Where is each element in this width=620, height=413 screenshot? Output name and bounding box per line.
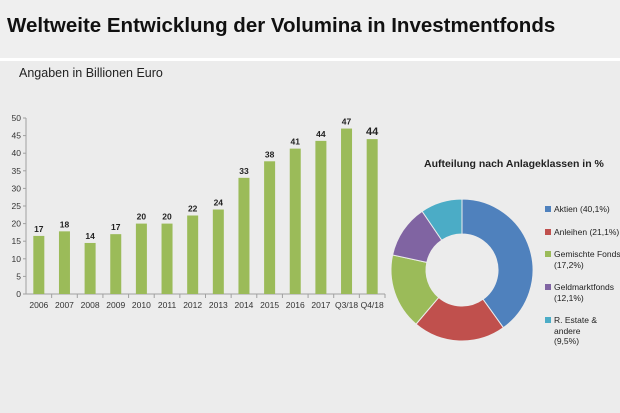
donut-slice — [421, 198, 463, 241]
legend-item: Aktien (40,1%) — [545, 204, 620, 215]
page-title: Weltweite Entwicklung der Volumina in In… — [7, 14, 556, 37]
bar — [315, 140, 327, 294]
data-label: 20 — [162, 212, 172, 222]
y-tick-label: 10 — [12, 254, 22, 264]
y-tick-label: 50 — [12, 113, 22, 123]
x-tick-label: 2008 — [81, 300, 100, 310]
donut-legend: Aktien (40,1%) Anleihen (21,1%) Gemischte … — [545, 204, 620, 359]
y-tick-label: 15 — [12, 236, 22, 246]
y-tick-label: 20 — [12, 219, 22, 229]
legend-label: Aktien (40,1%) — [554, 204, 610, 214]
bar — [264, 161, 276, 294]
bar — [33, 235, 45, 294]
divider — [0, 58, 620, 61]
x-tick-label: Q3/18 — [335, 300, 358, 310]
data-label: 17 — [34, 224, 44, 234]
bar — [289, 148, 301, 294]
title-bar: Weltweite Entwicklung der Volumina in In… — [0, 0, 620, 58]
legend-item: R. Estate & andere (9,5%) — [545, 315, 620, 347]
x-tick-label: 2011 — [158, 300, 177, 310]
x-tick-label: Q4/18 — [361, 300, 384, 310]
legend-item: Gemischte Fonds (17,2%) — [545, 249, 620, 270]
legend-swatch — [545, 228, 551, 235]
legend-label: R. Estate & andere (9,5%) — [554, 315, 597, 346]
x-tick-label: 2016 — [286, 300, 305, 310]
y-tick-label: 30 — [12, 183, 22, 193]
y-tick-label: 40 — [12, 148, 22, 158]
donut-title: Aufteilung nach Anlageklassen in % — [424, 158, 604, 170]
y-tick-label: 5 — [16, 271, 21, 281]
legend-item: Anleihen (21,1%) — [545, 227, 620, 238]
x-tick-label: 2013 — [209, 300, 228, 310]
y-tick-label: 0 — [16, 289, 21, 299]
legend-swatch — [545, 206, 551, 212]
data-label: 14 — [85, 231, 95, 241]
chart-subtitle: Angaben in Billionen Euro — [19, 66, 163, 80]
legend-swatch — [545, 284, 551, 290]
legend-swatch — [545, 251, 551, 257]
legend-item: Geldmarktfonds (12,1%) — [545, 282, 620, 303]
bar — [366, 139, 378, 294]
y-tick-label: 35 — [12, 166, 22, 176]
bar — [187, 215, 199, 294]
bar — [84, 242, 96, 294]
legend-label: Gemischte Fonds (17,2%) — [554, 249, 620, 270]
x-tick-label: 2012 — [183, 300, 202, 310]
data-label: 33 — [239, 166, 249, 176]
x-tick-label: 2009 — [106, 300, 125, 310]
bar — [58, 231, 70, 294]
bar — [341, 128, 353, 294]
bar — [110, 234, 122, 294]
data-label: 20 — [137, 212, 147, 222]
bar — [135, 223, 147, 294]
y-tick-label: 25 — [12, 201, 22, 211]
data-label: 44 — [316, 129, 326, 139]
data-label: 18 — [60, 219, 70, 229]
data-label: 17 — [111, 222, 121, 232]
bar — [238, 177, 250, 294]
data-label: 38 — [265, 149, 275, 159]
legend-label: Anleihen (21,1%) — [554, 226, 620, 237]
bar — [161, 223, 173, 294]
x-tick-label: 2015 — [260, 300, 279, 310]
data-label: 41 — [291, 137, 301, 147]
donut-slice — [461, 198, 534, 329]
x-tick-label: 2006 — [29, 300, 48, 310]
x-tick-label: 2007 — [55, 300, 74, 310]
data-label: 44 — [366, 126, 379, 138]
bar — [212, 209, 224, 294]
data-label: 22 — [188, 204, 198, 214]
legend-label: Geldmarktfonds (12,1%) — [554, 282, 614, 303]
data-label: 47 — [342, 117, 352, 127]
data-label: 24 — [214, 198, 224, 208]
y-tick-label: 45 — [12, 131, 22, 141]
legend-swatch — [545, 317, 551, 323]
x-tick-label: 2010 — [132, 300, 151, 310]
x-tick-label: 2014 — [235, 300, 254, 310]
x-tick-label: 2017 — [311, 300, 330, 310]
